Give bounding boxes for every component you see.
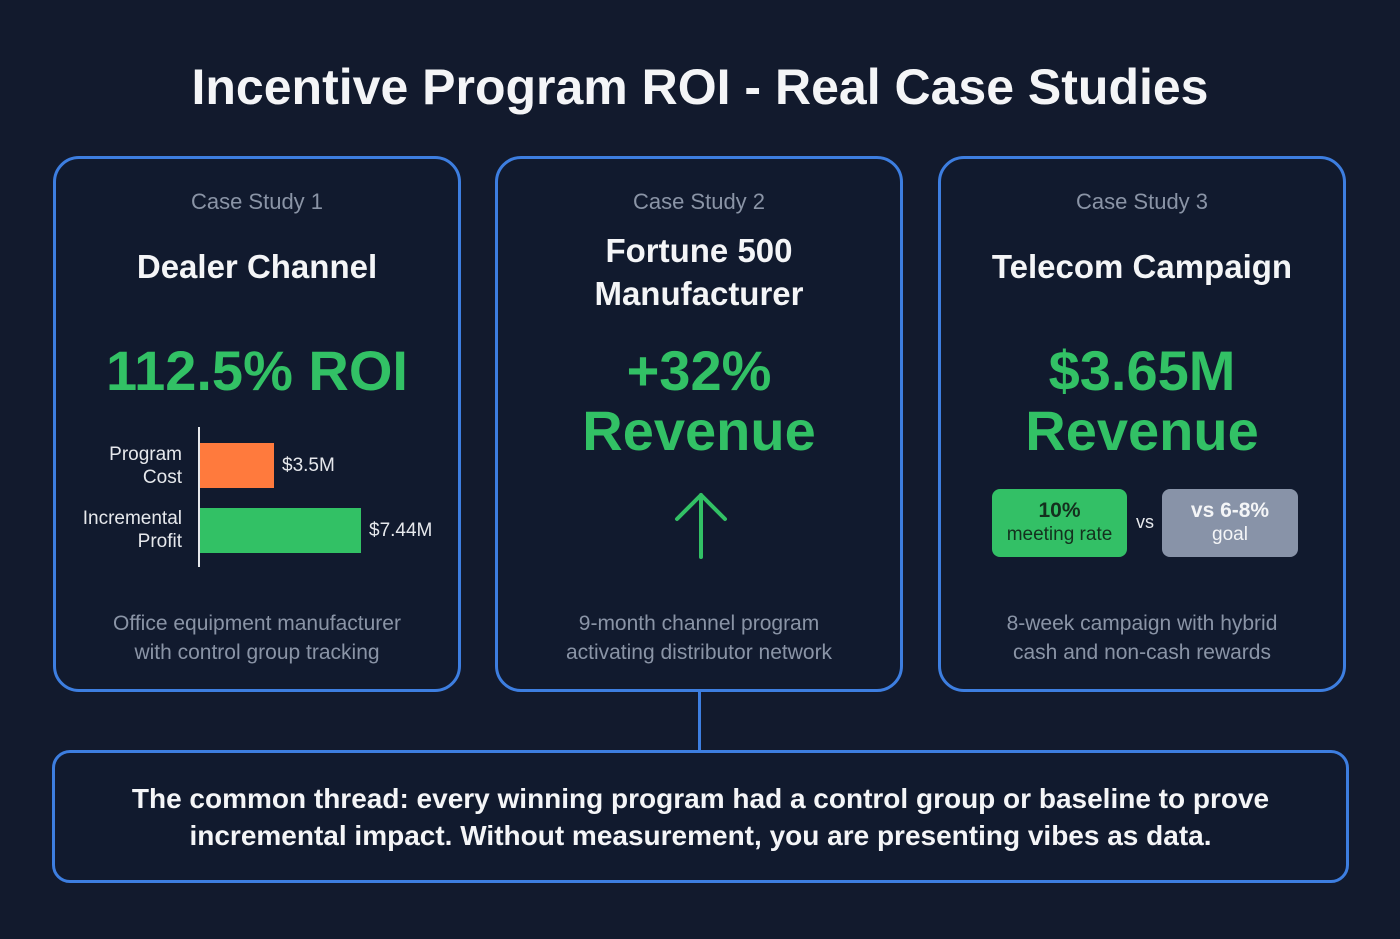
metric-line: $3.65M xyxy=(1048,339,1236,402)
bar-value-incremental-profit: $7.44M xyxy=(369,520,433,541)
bar-incremental-profit xyxy=(200,508,361,553)
case-study-card-3: Case Study 3 Telecom Campaign $3.65M Rev… xyxy=(938,156,1346,692)
summary-box: The common thread: every winning program… xyxy=(52,750,1349,883)
goal-value: vs 6-8% xyxy=(1190,499,1270,522)
goal-badge: vs 6-8% goal xyxy=(1162,489,1298,557)
case-study-title: Telecom Campaign xyxy=(991,248,1293,285)
page-title: Incentive Program ROI - Real Case Studie… xyxy=(191,59,1209,115)
case-study-description: Office equipment manufacturer with contr… xyxy=(56,609,458,667)
vs-label: vs xyxy=(1136,512,1154,532)
case-study-label: Case Study 2 xyxy=(632,189,766,214)
metric-line: +32% xyxy=(626,339,772,402)
cost-vs-profit-bar-chart: Program Cost $3.5M Incremental Profit $7… xyxy=(56,427,458,569)
case-study-description: 8-week campaign with hybrid cash and non… xyxy=(941,609,1343,667)
summary-text: The common thread: every winning program… xyxy=(55,780,1346,854)
case-study-card-2: Case Study 2 Fortune 500 Manufacturer +3… xyxy=(495,156,903,692)
revenue-metric: $3.65M Revenue xyxy=(941,341,1343,461)
meeting-rate-label: meeting rate xyxy=(1006,524,1113,545)
case-study-title: Fortune 500 Manufacturer xyxy=(498,229,900,315)
case-study-label: Case Study 1 xyxy=(190,189,324,214)
title-line: Fortune 500 xyxy=(605,232,793,269)
summary-line: incremental impact. Without measurement,… xyxy=(189,820,1212,851)
meeting-rate-badge: 10% meeting rate xyxy=(992,489,1127,557)
description-line: activating distributor network xyxy=(565,641,833,664)
revenue-growth-metric: +32% Revenue xyxy=(498,341,900,461)
description-line: Office equipment manufacturer xyxy=(113,612,401,635)
summary-line: The common thread: every winning program… xyxy=(131,783,1270,814)
case-study-label: Case Study 3 xyxy=(1075,189,1209,214)
bar-label-line: Cost xyxy=(142,467,182,488)
meeting-rate-value: 10% xyxy=(1038,499,1081,522)
title-line: Manufacturer xyxy=(594,275,804,312)
bar-label-line: Incremental xyxy=(82,508,182,529)
bar-label-program-cost: Program Cost xyxy=(42,443,182,489)
bar-label-line: Program xyxy=(109,444,182,465)
connector-line xyxy=(698,692,701,751)
roi-metric: 112.5% ROI xyxy=(106,339,408,402)
bar-label-line: Profit xyxy=(137,531,182,552)
description-line: 8-week campaign with hybrid xyxy=(1006,612,1278,635)
case-study-card-1: Case Study 1 Dealer Channel 112.5% ROI P… xyxy=(53,156,461,692)
description-line: with control group tracking xyxy=(134,641,380,664)
bar-label-incremental-profit: Incremental Profit xyxy=(42,507,182,553)
case-study-description: 9-month channel program activating distr… xyxy=(498,609,900,667)
goal-label: goal xyxy=(1212,524,1248,545)
metric-line: Revenue xyxy=(582,399,816,462)
bar-program-cost xyxy=(200,443,274,488)
description-line: cash and non-cash rewards xyxy=(1013,641,1271,664)
metric-line: Revenue xyxy=(1025,399,1259,462)
arrow-up-icon xyxy=(675,493,727,559)
chart-axis-line xyxy=(198,427,200,567)
description-line: 9-month channel program xyxy=(578,612,820,635)
case-study-title: Dealer Channel xyxy=(136,248,378,285)
bar-value-program-cost: $3.5M xyxy=(282,455,335,476)
